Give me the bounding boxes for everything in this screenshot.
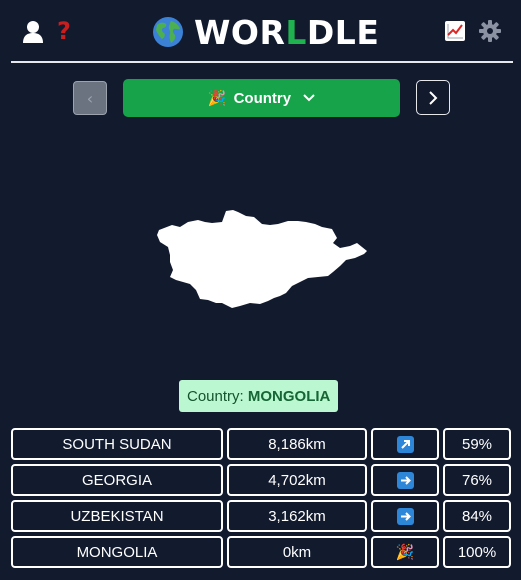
guess-distance: 0km [227,536,367,568]
mongolia-silhouette [157,210,367,308]
guess-country: SOUTH SUDAN [11,428,223,460]
answer-prefix: Country: [187,387,244,405]
globe-icon [153,17,183,47]
guess-proximity: 76% [443,464,511,496]
party-popper-icon: 🎉 [395,544,415,561]
guess-row: MONGOLIA 0km 🎉 100% [11,536,512,572]
guesses-table: SOUTH SUDAN 8,186km 59% GEORGIA 4,702km … [11,428,512,572]
guess-direction [371,500,439,532]
arrow-right-icon [396,471,414,489]
header: ? WORLDLE [0,0,521,62]
party-popper-icon: 🎉 [207,90,227,107]
guess-country: UZBEKISTAN [11,500,223,532]
guess-distance: 4,702km [227,464,367,496]
guess-distance: 8,186km [227,428,367,460]
chevron-left-icon: ‹ [86,88,94,108]
guess-direction [371,464,439,496]
arrow-right-icon [396,507,414,525]
app-title-text: WORLDLE [194,12,380,52]
arrow-up-right-icon [396,435,414,453]
guess-row: GEORGIA 4,702km 76% [11,464,512,500]
user-icon[interactable] [22,20,44,44]
gear-icon[interactable] [478,19,502,43]
guess-proximity: 100% [443,536,511,568]
next-button[interactable] [416,80,450,115]
stats-chart-icon[interactable] [444,20,466,42]
guess-direction: 🎉 [371,536,439,568]
guess-proximity: 59% [443,428,511,460]
answer-badge: Country: MONGOLIA [179,380,339,412]
guess-row: UZBEKISTAN 3,162km 84% [11,500,512,536]
header-divider [11,61,513,63]
answer-country: MONGOLIA [247,387,331,405]
chevron-right-icon [429,90,438,105]
guess-country: GEORGIA [11,464,223,496]
guess-country: MONGOLIA [11,536,223,568]
question-mark-icon[interactable]: ? [57,17,71,45]
app-title: WORLDLE [152,12,379,52]
guess-row: SOUTH SUDAN 8,186km 59% [11,428,512,464]
game-mode-label: Country [233,89,292,107]
guess-distance: 3,162km [227,500,367,532]
guess-proximity: 84% [443,500,511,532]
game-mode-dropdown[interactable]: 🎉 Country [123,79,400,117]
guess-direction [371,428,439,460]
chevron-down-icon [303,94,315,102]
previous-button[interactable]: ‹ [73,81,107,115]
